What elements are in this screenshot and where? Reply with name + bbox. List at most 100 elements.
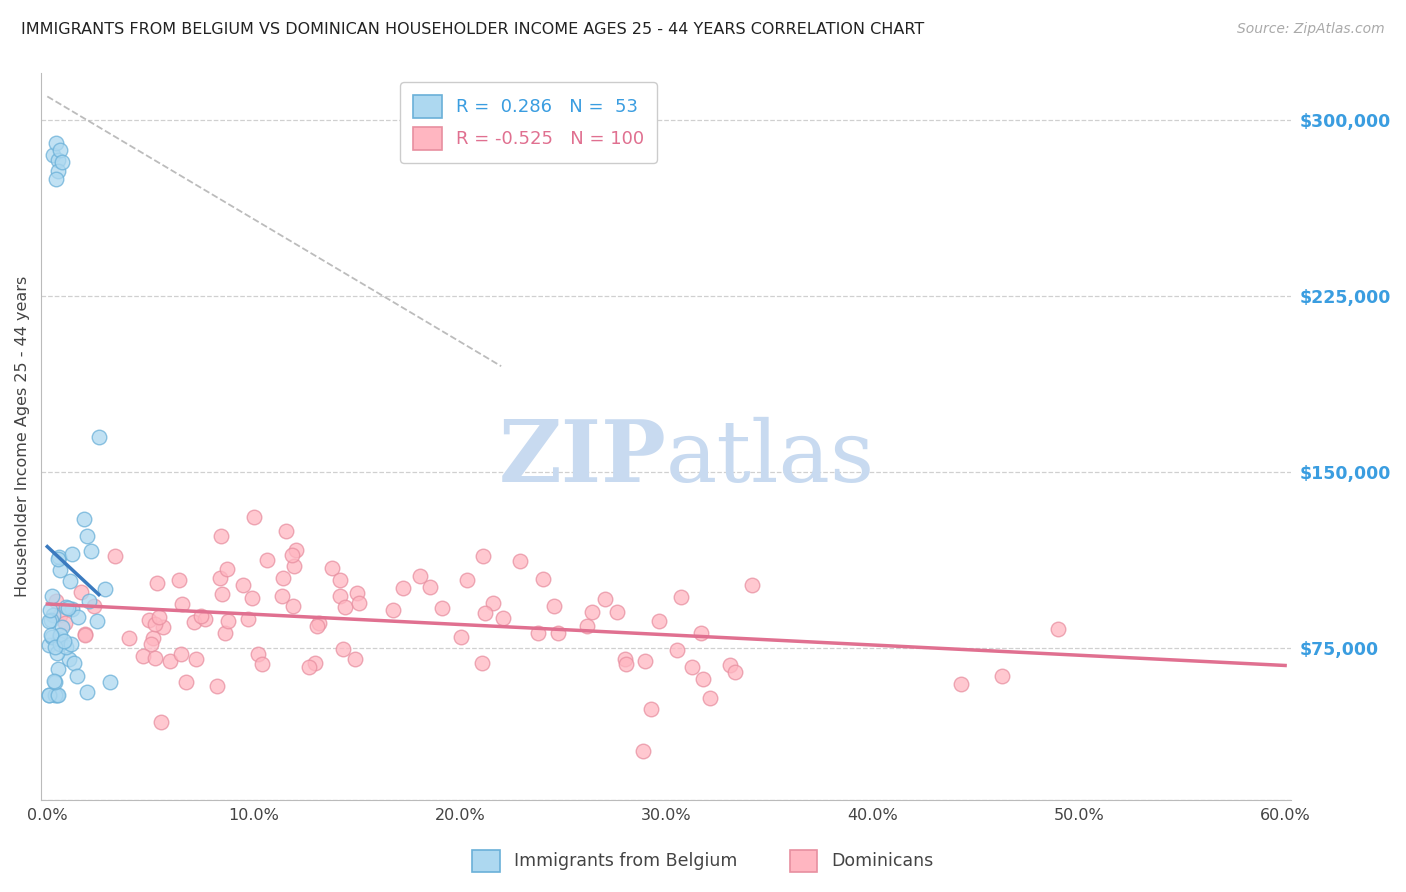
Point [70,585,93,599]
Point [146,575,169,590]
Point [321,561,343,575]
Point [142,631,165,645]
Point [409,569,432,583]
Point [169,647,191,661]
Point [1046,622,1069,636]
Point [117,631,139,645]
Point [48,632,70,646]
Text: ZIP: ZIP [499,417,666,500]
Point [692,672,714,686]
Point [492,611,515,625]
Point [681,659,703,673]
Point [614,657,637,671]
Point [76,529,98,543]
Point [526,625,548,640]
Point [991,669,1014,683]
Point [283,559,305,574]
Point [60,601,83,615]
Point [242,509,264,524]
Point [419,580,441,594]
Point [52,633,75,648]
Point [430,600,453,615]
Point [73,626,96,640]
Point [471,656,494,670]
Point [66,668,89,682]
Point [45,594,67,608]
Point [51,620,73,634]
Point [38,614,60,628]
Point [329,589,352,603]
Point [59,574,82,588]
Point [669,590,692,604]
Point [63,656,86,670]
Point [208,571,231,585]
Point [150,715,173,730]
Point [39,613,62,627]
Point [606,605,628,619]
Point [581,606,603,620]
Point [77,594,100,608]
Point [103,549,125,563]
Point [98,675,121,690]
Point [174,675,197,690]
Point [308,615,330,630]
Point [472,549,495,563]
Point [46,647,69,661]
Point [217,614,239,628]
Point [304,656,326,670]
Point [167,573,190,587]
Legend: Immigrants from Belgium, Dominicans: Immigrants from Belgium, Dominicans [465,843,941,879]
Point [614,652,637,666]
Point [44,674,66,689]
Point [595,591,617,606]
Point [232,578,254,592]
Point [699,690,721,705]
Point [215,562,238,576]
Point [48,552,70,566]
Point [240,591,263,605]
Point [247,648,270,662]
Point [640,702,662,716]
Point [48,549,70,564]
Point [80,543,103,558]
Point [46,153,69,167]
Point [209,529,232,543]
Point [44,640,66,655]
Text: atlas: atlas [666,417,876,500]
Point [159,654,181,668]
Point [281,549,304,563]
Point [547,625,569,640]
Point [141,637,163,651]
Point [170,597,193,611]
Point [193,612,215,626]
Point [211,587,233,601]
Point [49,608,72,623]
Point [575,618,598,632]
Point [329,573,352,587]
Point [46,688,69,702]
Point [298,660,321,674]
Point [38,688,60,702]
Point [58,652,80,666]
Point [49,562,72,576]
Point [132,649,155,664]
Point [76,685,98,699]
Point [42,674,65,689]
Point [281,599,304,614]
Point [724,665,747,680]
Y-axis label: Householder Income Ages 25 - 44 years: Householder Income Ages 25 - 44 years [15,276,30,597]
Point [184,652,207,666]
Point [391,581,413,595]
Point [94,582,117,596]
Point [53,616,76,631]
Point [138,614,160,628]
Text: Source: ZipAtlas.com: Source: ZipAtlas.com [1237,22,1385,37]
Point [284,543,307,558]
Point [73,511,96,525]
Point [509,554,531,568]
Point [274,524,297,538]
Point [482,596,505,610]
Legend: R =  0.286   N =  53, R = -0.525   N = 100: R = 0.286 N = 53, R = -0.525 N = 100 [401,82,657,162]
Point [60,547,83,561]
Point [87,429,110,443]
